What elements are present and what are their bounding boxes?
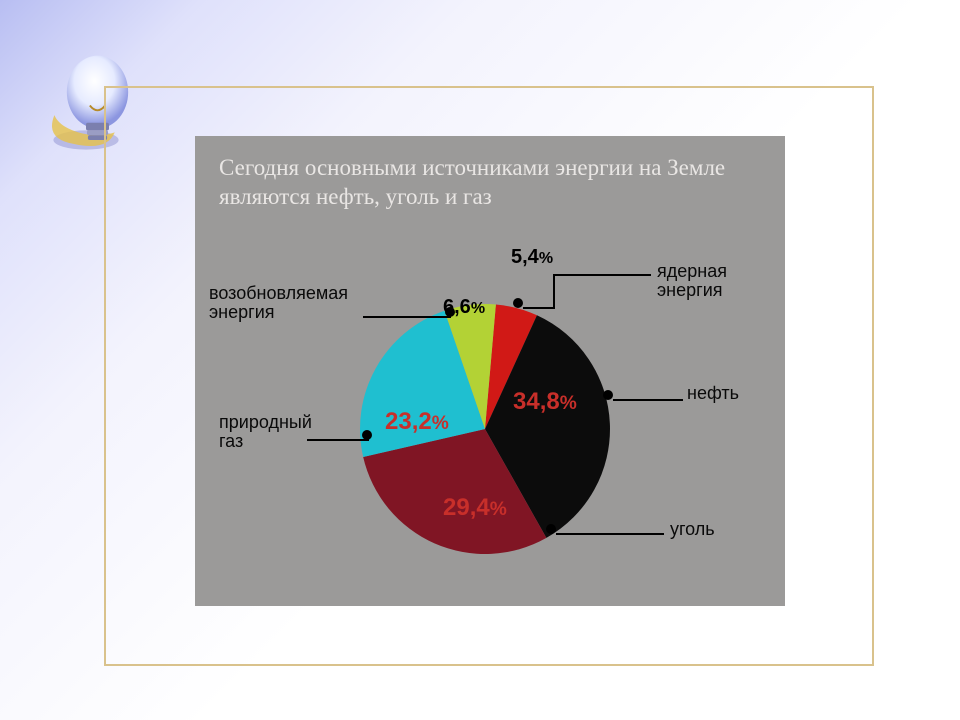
leader-line xyxy=(613,399,683,401)
label-gas: природный газ xyxy=(219,413,312,451)
leader-line xyxy=(553,274,651,276)
leader-line xyxy=(307,439,369,441)
leader-line xyxy=(363,316,451,318)
label-coal: уголь xyxy=(670,520,715,539)
leader-dot xyxy=(546,524,556,534)
leader-line xyxy=(553,274,555,309)
leader-line xyxy=(523,307,553,309)
leader-dot xyxy=(513,298,523,308)
chart-card: Сегодня основными источниками энергии на… xyxy=(195,136,785,606)
leader-dot xyxy=(603,390,613,400)
pct-gas: 23,2% xyxy=(385,408,449,436)
pct-coal: 29,4% xyxy=(443,494,507,522)
pct-nuclear: 5,4% xyxy=(511,246,553,269)
pct-oil: 34,8% xyxy=(513,388,577,416)
leader-line xyxy=(556,533,664,535)
label-nuclear: ядерная энергия xyxy=(657,262,727,300)
chart-title: Сегодня основными источниками энергии на… xyxy=(219,154,761,212)
label-oil: нефть xyxy=(687,384,739,403)
label-renewable: возобновляемая энергия xyxy=(209,284,348,322)
